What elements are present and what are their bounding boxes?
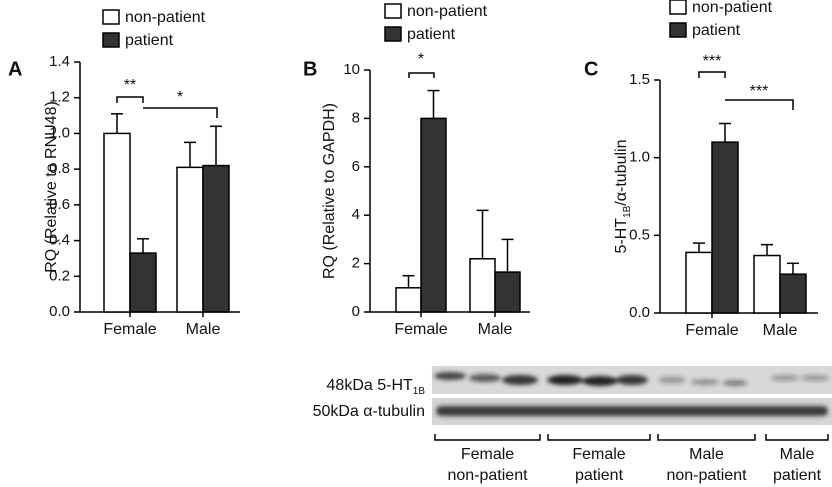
y-tick-label: 1.2 — [49, 89, 70, 106]
x-tick-label: Female — [685, 322, 738, 339]
panel-letter: A — [8, 58, 22, 80]
panel-letter: C — [584, 58, 598, 80]
significance-bracket — [143, 107, 218, 118]
bar — [420, 117, 447, 313]
bar — [202, 164, 230, 313]
blot-row-text: 48kDa 5-HT — [327, 377, 413, 394]
significance-bracket — [116, 96, 144, 103]
bands — [434, 372, 829, 416]
significance-label: * — [177, 89, 183, 106]
bar — [494, 271, 521, 313]
x-tick-label: Male — [186, 321, 221, 338]
y-tick-label: 10 — [343, 61, 360, 78]
y-axis-label: RQ (Relative to GAPDH) — [321, 103, 338, 279]
y-axis-label: RQ (Relative to RNU48) — [43, 101, 60, 273]
y-label-text: 5-HT — [613, 218, 630, 254]
y-tick-label: 0.8 — [49, 160, 70, 177]
group-bracket — [657, 434, 756, 441]
legend-label: non-patient — [407, 3, 488, 20]
bar — [395, 287, 422, 313]
bar — [753, 254, 781, 314]
y-tick-label: 1.5 — [629, 71, 650, 88]
bar — [469, 258, 496, 313]
y-tick-label: 1.4 — [49, 53, 70, 70]
group-bracket — [547, 434, 651, 441]
group-label: Female — [461, 446, 514, 463]
group-label: Male — [689, 446, 724, 463]
y-tick-label: 8 — [352, 109, 360, 126]
x-tick-label: Male — [763, 322, 798, 339]
y-axis-label: 5-HT1B/α-tubulin — [613, 140, 632, 254]
legend-label: patient — [125, 32, 174, 49]
legend-swatch — [102, 9, 120, 25]
bar — [176, 166, 204, 313]
group-label: non-patient — [447, 467, 528, 484]
x-tick-label: Male — [478, 321, 513, 338]
legend-label: patient — [407, 26, 456, 43]
group-label: patient — [575, 467, 624, 484]
legend-label: patient — [692, 22, 741, 39]
significance-bracket — [725, 99, 794, 110]
legend-swatch — [384, 3, 402, 19]
y-label-rest: /α-tubulin — [613, 140, 630, 206]
legend-label: non-patient — [125, 9, 206, 26]
significance-label: ** — [124, 77, 136, 94]
significance-bracket — [408, 72, 435, 78]
group-label: patient — [773, 467, 822, 484]
x-tick-label: Female — [394, 321, 447, 338]
group-label: Male — [780, 446, 815, 463]
significance-label: *** — [750, 83, 769, 100]
significance-label: *** — [703, 53, 722, 70]
y-tick-label: 4 — [352, 206, 360, 223]
y-tick-label: 0 — [352, 303, 360, 320]
y-tick-label: 1.0 — [629, 149, 650, 166]
group-label: Female — [572, 446, 625, 463]
y-tick-label: 6 — [352, 158, 360, 175]
y-tick-label: 0.4 — [49, 232, 70, 249]
legend-label: non-patient — [692, 0, 773, 16]
bar — [685, 251, 713, 314]
group-bracket — [765, 434, 829, 441]
y-label-sub: 1B — [622, 205, 633, 218]
legend-swatch — [384, 26, 402, 42]
legend-swatch — [669, 22, 687, 38]
group-bracket — [434, 434, 541, 441]
bar — [779, 273, 807, 314]
y-tick-label: 1.0 — [49, 124, 70, 141]
x-tick-label: Female — [103, 321, 156, 338]
bar — [129, 252, 157, 313]
bar — [711, 141, 739, 314]
blot-row-sub: 1B — [413, 386, 426, 397]
y-tick-label: 0.2 — [49, 267, 70, 284]
blot-row-label: 50kDa α-tubulin — [313, 403, 425, 420]
legend-swatch — [669, 0, 687, 15]
y-tick-label: 0.0 — [49, 303, 70, 320]
blot-row-label: 48kDa 5-HT1B — [327, 377, 426, 396]
group-label: non-patient — [666, 467, 747, 484]
western-blot — [432, 366, 832, 425]
significance-label: * — [418, 51, 424, 68]
blot-groups: Female non-patient Female patient Male non-pa… — [434, 434, 829, 484]
y-tick-label: 0.0 — [629, 304, 650, 321]
bar — [103, 132, 131, 313]
legend-swatch — [102, 32, 120, 48]
y-tick-label: 0.5 — [629, 226, 650, 243]
y-tick-label: 0.6 — [49, 196, 70, 213]
panel-letter: B — [303, 58, 317, 80]
y-tick-label: 2 — [352, 255, 360, 272]
significance-bracket — [698, 71, 726, 78]
